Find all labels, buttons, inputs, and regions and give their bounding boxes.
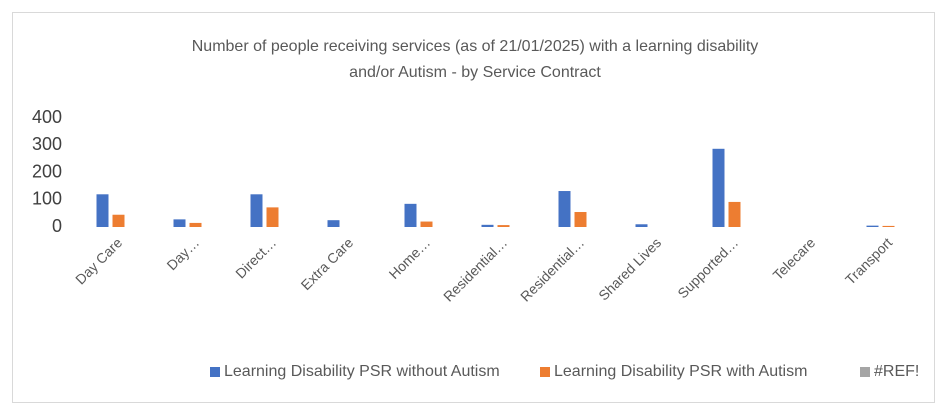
bar: [712, 148, 725, 227]
y-tick-label: 400: [32, 107, 62, 127]
bar: [266, 207, 279, 227]
bar: [189, 222, 202, 227]
y-tick-label: 200: [32, 161, 62, 181]
bar: [866, 225, 879, 227]
legend-swatch: [860, 367, 870, 377]
y-tick-label: 100: [32, 189, 62, 209]
bar: [404, 203, 417, 227]
chart-border: [12, 12, 935, 403]
bar: [574, 212, 587, 227]
y-tick-label: 300: [32, 134, 62, 154]
bar: [481, 224, 494, 227]
bar: [728, 201, 741, 227]
bar: [112, 214, 125, 227]
chart-title: Number of people receiving services (as …: [192, 38, 759, 55]
bar: [635, 224, 648, 227]
legend-swatch: [210, 367, 220, 377]
bar: [420, 221, 433, 227]
bar: [497, 225, 510, 227]
bar: [250, 194, 263, 227]
chart-title: and/or Autism - by Service Contract: [349, 64, 601, 81]
legend-swatch: [540, 367, 550, 377]
legend-label: Learning Disability PSR without Autism: [224, 363, 500, 380]
bar: [96, 194, 109, 227]
bar: [558, 191, 571, 227]
bar: [173, 219, 186, 227]
bar: [882, 225, 895, 227]
legend-label: #REF!: [874, 363, 919, 380]
bar: [327, 220, 340, 227]
y-tick-label: 0: [52, 216, 62, 236]
legend-label: Learning Disability PSR with Autism: [554, 363, 807, 380]
